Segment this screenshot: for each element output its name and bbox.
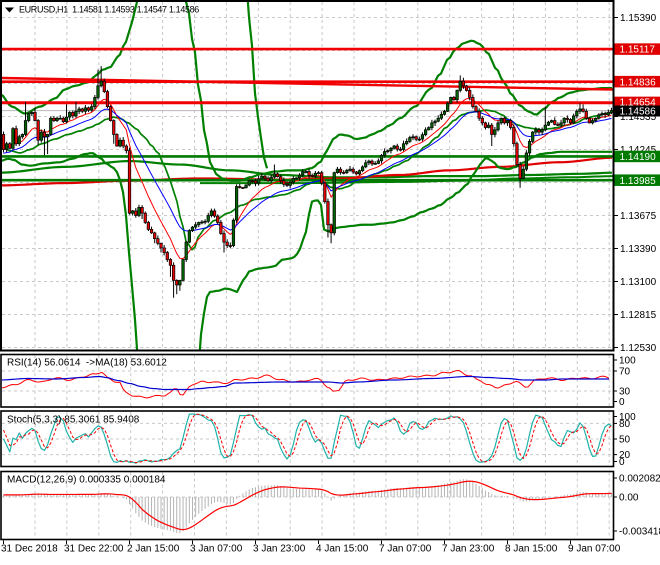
svg-text:1.13985: 1.13985 [620, 176, 657, 187]
svg-text:1.14836: 1.14836 [620, 77, 657, 88]
svg-text:0.002082: 0.002082 [619, 474, 660, 485]
svg-text:31 Dec 22:00: 31 Dec 22:00 [64, 544, 124, 555]
svg-text:3 Jan 07:00: 3 Jan 07:00 [190, 544, 243, 555]
svg-text:8 Jan 15:00: 8 Jan 15:00 [505, 544, 558, 555]
svg-text:RSI(14) 56.0614 ->MA(18) 53.6: RSI(14) 56.0614 ->MA(18) 53.6012 [7, 358, 167, 369]
svg-text:30: 30 [619, 387, 631, 398]
svg-text:100: 100 [619, 356, 636, 367]
svg-text:0: 0 [619, 457, 625, 468]
svg-text:7 Jan 07:00: 7 Jan 07:00 [379, 544, 432, 555]
svg-text:1.14190: 1.14190 [620, 152, 657, 163]
svg-text:1.14586: 1.14586 [620, 107, 657, 118]
svg-text:1.13675: 1.13675 [620, 211, 657, 222]
svg-text:-0.003418: -0.003418 [619, 527, 660, 538]
svg-text:3 Jan 23:00: 3 Jan 23:00 [253, 544, 306, 555]
svg-text:2 Jan 15:00: 2 Jan 15:00 [127, 544, 180, 555]
svg-text:7 Jan 23:00: 7 Jan 23:00 [442, 544, 495, 555]
svg-text:80: 80 [619, 419, 631, 430]
svg-text:1.12530: 1.12530 [620, 343, 657, 354]
svg-text:MACD(12,26,9) 0.000335 0.00018: MACD(12,26,9) 0.000335 0.000184 [7, 475, 166, 486]
svg-text:70: 70 [619, 367, 631, 378]
svg-text:Stoch(5,3,3) 85.3061 85.9408: Stoch(5,3,3) 85.3061 85.9408 [7, 415, 140, 426]
svg-text:1.15390: 1.15390 [620, 13, 657, 24]
svg-text:1.15117: 1.15117 [620, 45, 656, 56]
svg-text:EURUSD,H1 1.14581 1.14593 1.1: EURUSD,H1 1.14581 1.14593 1.14547 1.1458… [19, 5, 199, 15]
svg-text:31 Dec 2018: 31 Dec 2018 [1, 544, 58, 555]
svg-text:1.13390: 1.13390 [620, 244, 657, 255]
svg-text:1.12815: 1.12815 [620, 310, 657, 321]
svg-text:50: 50 [619, 435, 631, 446]
svg-text:0.00: 0.00 [619, 493, 639, 504]
svg-text:1.13100: 1.13100 [620, 277, 657, 288]
svg-text:0: 0 [619, 397, 625, 408]
svg-text:4 Jan 15:00: 4 Jan 15:00 [316, 544, 369, 555]
svg-text:9 Jan 07:00: 9 Jan 07:00 [568, 544, 621, 555]
